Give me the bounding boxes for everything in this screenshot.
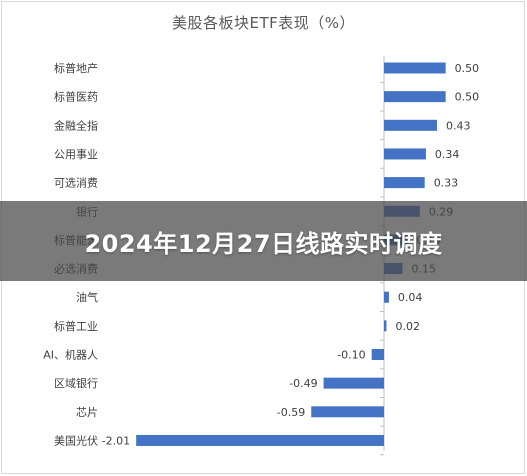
- value-label: -0.59: [277, 406, 305, 419]
- category-label: 美国光伏: [54, 433, 98, 447]
- value-label: -2.01: [102, 434, 130, 447]
- value-label: 0.43: [446, 119, 471, 132]
- overlay-banner: 2024年12月27日线路实时调度: [0, 201, 527, 281]
- bar: [136, 434, 384, 446]
- category-label: 标普医药: [54, 90, 98, 104]
- bar: [384, 62, 446, 74]
- category-label: 可选消费: [54, 176, 98, 190]
- bar: [384, 320, 387, 332]
- value-label: 0.04: [398, 291, 423, 304]
- category-label: 油气: [76, 290, 98, 304]
- category-label: 标普工业: [54, 319, 98, 333]
- value-label: 0.34: [435, 148, 460, 161]
- value-label: 0.33: [434, 177, 459, 190]
- category-label: 芯片: [76, 405, 98, 419]
- category-label: 标普地产: [54, 61, 98, 75]
- value-label: 0.50: [455, 91, 480, 104]
- value-label: -0.10: [337, 349, 365, 362]
- bar: [311, 406, 384, 418]
- bar: [371, 349, 384, 360]
- bar: [384, 91, 446, 103]
- banner-text: 2024年12月27日线路实时调度: [84, 229, 443, 258]
- category-label: AI、机器人: [43, 348, 98, 362]
- bar: [384, 119, 438, 131]
- bar: [384, 291, 389, 303]
- value-label: 0.50: [455, 62, 480, 75]
- value-label: -0.49: [289, 377, 317, 390]
- category-label: 区域银行: [54, 376, 98, 390]
- chart-title: 美股各板块ETF表现（%）: [171, 14, 356, 32]
- value-label: 0.02: [395, 320, 420, 333]
- bar: [384, 177, 425, 189]
- bar: [384, 148, 426, 160]
- bar: [323, 377, 384, 389]
- category-label: 金融全指: [54, 118, 98, 132]
- category-label: 公用事业: [54, 148, 98, 161]
